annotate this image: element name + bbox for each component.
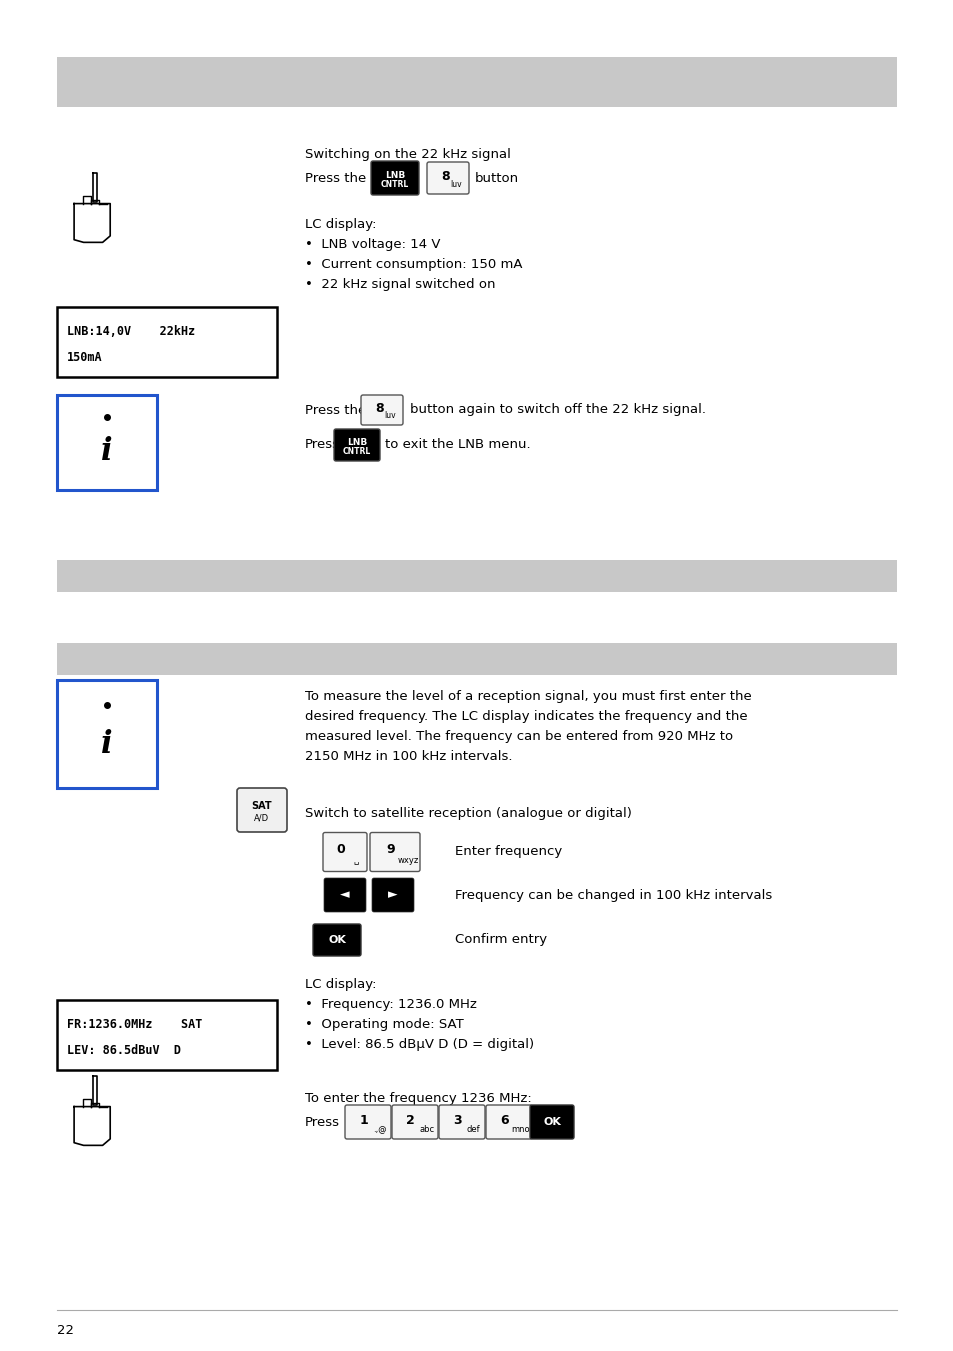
Text: 3: 3 [453, 1113, 461, 1127]
Text: 6: 6 [500, 1113, 509, 1127]
Text: Switch to satellite reception (analogue or digital): Switch to satellite reception (analogue … [305, 807, 631, 820]
Text: CNTRL: CNTRL [380, 180, 409, 189]
Text: Press: Press [305, 1116, 339, 1128]
Text: LC display:: LC display: [305, 978, 376, 992]
Text: Press the: Press the [305, 172, 366, 185]
Text: luv: luv [450, 180, 461, 189]
Text: 22: 22 [57, 1324, 74, 1336]
Text: 9: 9 [386, 843, 395, 857]
Text: •  Level: 86.5 dBμV D (D = digital): • Level: 86.5 dBμV D (D = digital) [305, 1038, 534, 1051]
Text: 8: 8 [440, 170, 449, 184]
FancyBboxPatch shape [334, 430, 379, 461]
Text: LNB: LNB [384, 172, 405, 180]
Text: mno: mno [511, 1124, 530, 1133]
Text: luv: luv [384, 411, 395, 420]
Text: ␣: ␣ [354, 857, 358, 865]
FancyBboxPatch shape [392, 1105, 437, 1139]
Text: button: button [475, 172, 518, 185]
FancyBboxPatch shape [438, 1105, 484, 1139]
Text: OK: OK [328, 935, 346, 944]
Text: wxyz: wxyz [396, 857, 418, 865]
Text: measured level. The frequency can be entered from 920 MHz to: measured level. The frequency can be ent… [305, 730, 732, 743]
FancyBboxPatch shape [360, 394, 402, 426]
Text: •  22 kHz signal switched on: • 22 kHz signal switched on [305, 278, 495, 290]
Text: to exit the LNB menu.: to exit the LNB menu. [385, 439, 530, 451]
FancyBboxPatch shape [370, 832, 419, 871]
Text: Frequency can be changed in 100 kHz intervals: Frequency can be changed in 100 kHz inte… [455, 889, 771, 901]
Text: OK: OK [542, 1117, 560, 1127]
Text: i: i [101, 436, 112, 467]
Bar [57, 643, 896, 676]
Text: i: i [101, 730, 112, 761]
Text: 0: 0 [336, 843, 345, 857]
Text: Enter frequency: Enter frequency [455, 846, 561, 858]
Text: def: def [466, 1124, 480, 1133]
Text: FR:1236.0MHz    SAT: FR:1236.0MHz SAT [67, 1019, 202, 1031]
Text: 2: 2 [406, 1113, 415, 1127]
Bar [57, 680, 157, 788]
FancyBboxPatch shape [236, 788, 287, 832]
Text: LEV: 86.5dBuV  D: LEV: 86.5dBuV D [67, 1044, 181, 1056]
Text: button again to switch off the 22 kHz signal.: button again to switch off the 22 kHz si… [410, 404, 705, 416]
Text: 1: 1 [359, 1113, 368, 1127]
FancyBboxPatch shape [372, 878, 414, 912]
FancyBboxPatch shape [323, 832, 367, 871]
Bar [57, 57, 896, 107]
FancyBboxPatch shape [485, 1105, 532, 1139]
Text: Press the: Press the [305, 404, 366, 416]
FancyBboxPatch shape [427, 162, 469, 195]
Text: To measure the level of a reception signal, you must first enter the: To measure the level of a reception sign… [305, 690, 751, 703]
Text: desired frequency. The LC display indicates the frequency and the: desired frequency. The LC display indica… [305, 711, 747, 723]
Bar [57, 1000, 276, 1070]
FancyBboxPatch shape [345, 1105, 391, 1139]
Text: LNB:14,0V    22kHz: LNB:14,0V 22kHz [67, 326, 195, 338]
Text: •  Frequency: 1236.0 MHz: • Frequency: 1236.0 MHz [305, 998, 476, 1011]
Text: A/D: A/D [254, 813, 270, 823]
FancyBboxPatch shape [530, 1105, 574, 1139]
Bar [57, 561, 896, 592]
FancyBboxPatch shape [324, 878, 366, 912]
Bar [57, 394, 157, 490]
Text: LC display:: LC display: [305, 218, 376, 231]
Text: .,@: .,@ [373, 1124, 386, 1133]
Text: •  Current consumption: 150 mA: • Current consumption: 150 mA [305, 258, 522, 272]
Text: Press: Press [305, 439, 339, 451]
Text: CNTRL: CNTRL [342, 447, 371, 455]
FancyBboxPatch shape [371, 161, 418, 195]
Text: 8: 8 [375, 403, 383, 415]
Text: •  LNB voltage: 14 V: • LNB voltage: 14 V [305, 238, 440, 251]
FancyBboxPatch shape [313, 924, 360, 957]
Text: Switching on the 22 kHz signal: Switching on the 22 kHz signal [305, 149, 511, 161]
Text: ►: ► [388, 889, 397, 901]
Text: Confirm entry: Confirm entry [455, 934, 547, 947]
Bar [57, 307, 276, 377]
Text: 150mA: 150mA [67, 351, 103, 363]
Text: •  Operating mode: SAT: • Operating mode: SAT [305, 1019, 463, 1031]
Text: abc: abc [418, 1124, 434, 1133]
Text: SAT: SAT [252, 801, 272, 811]
Text: ◄: ◄ [340, 889, 350, 901]
Text: LNB: LNB [347, 438, 367, 447]
Text: To enter the frequency 1236 MHz:: To enter the frequency 1236 MHz: [305, 1092, 531, 1105]
Text: 2150 MHz in 100 kHz intervals.: 2150 MHz in 100 kHz intervals. [305, 750, 512, 763]
